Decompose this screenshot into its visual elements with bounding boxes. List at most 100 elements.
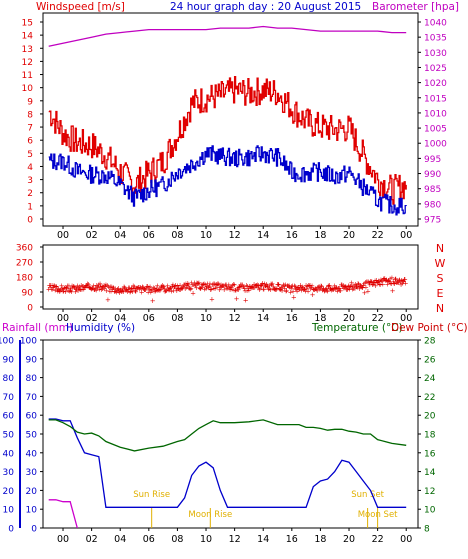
direction-point: + (372, 277, 378, 285)
direction-point: + (351, 285, 357, 293)
climate-x-tick-label: 14 (257, 534, 269, 545)
direction-point: + (309, 282, 315, 290)
direction-point: + (193, 282, 199, 290)
direction-point: + (194, 279, 200, 287)
wind-x-tick-label: 02 (86, 230, 98, 241)
direction-point: + (329, 285, 335, 293)
annotation-label: Sun Rise (133, 490, 170, 500)
direction-point: + (265, 286, 271, 294)
direction-point: + (216, 281, 222, 289)
direction-point: + (315, 283, 321, 291)
direction-point: + (99, 283, 105, 291)
direction-point: + (245, 284, 251, 292)
direction-point: + (321, 287, 327, 295)
direction-point: + (140, 284, 146, 292)
wind-x-tick-label: 06 (143, 230, 155, 241)
wind-x-tick-label: 08 (171, 230, 183, 241)
direction-point: + (364, 278, 370, 286)
direction-point: + (187, 284, 193, 292)
direction-point: + (108, 283, 114, 291)
direction-point: + (263, 282, 269, 290)
direction-point: + (196, 279, 202, 287)
direction-point: + (386, 278, 392, 286)
direction-point: + (78, 286, 84, 294)
direction-point: + (79, 286, 85, 294)
direction-point: + (184, 282, 190, 290)
direction-point: + (163, 287, 169, 295)
baro-y-tick-label: 975 (424, 216, 441, 226)
direction-point: + (316, 284, 322, 292)
direction-point: + (56, 286, 62, 294)
direction-point: + (232, 281, 238, 289)
direction-point: + (72, 288, 78, 296)
wind-y-tick-label: 5 (27, 150, 33, 160)
direction-point: + (114, 286, 120, 294)
direction-point: + (70, 282, 76, 290)
direction-point: + (163, 287, 169, 295)
direction-x-tick-label: 02 (86, 313, 98, 324)
baro-y-tick-label: 1030 (424, 49, 447, 59)
direction-point: + (364, 278, 370, 286)
direction-point: + (93, 286, 99, 294)
direction-point: + (350, 282, 356, 290)
direction-point: + (58, 285, 64, 293)
direction-point: + (399, 280, 405, 288)
temp-y-tick-label: 20 (424, 412, 436, 422)
direction-point: + (250, 284, 256, 292)
direction-point: + (110, 284, 116, 292)
direction-point: + (335, 285, 341, 293)
direction-point: + (310, 285, 316, 293)
direction-point: + (294, 287, 300, 295)
direction-point: + (71, 283, 77, 291)
direction-point: + (365, 288, 371, 296)
direction-point: + (303, 281, 309, 289)
direction-point: + (52, 282, 58, 290)
wind-y-tick-label: 10 (22, 84, 34, 94)
direction-point: + (69, 282, 75, 290)
direction-point: + (400, 277, 406, 285)
direction-point: + (295, 284, 301, 292)
humidity-line (48, 418, 407, 508)
direction-point: + (61, 287, 67, 295)
direction-point: + (111, 284, 117, 292)
direction-point: + (385, 278, 391, 286)
direction-x-tick-label: 22 (372, 313, 384, 324)
direction-point: + (286, 282, 292, 290)
direction-point: + (83, 282, 89, 290)
direction-point: + (126, 284, 132, 292)
direction-point: + (143, 284, 149, 292)
direction-point: + (172, 283, 178, 291)
direction-point: + (370, 281, 376, 289)
direction-point: + (217, 284, 223, 292)
wind-y-tick-label: 0 (27, 216, 33, 226)
direction-point: + (96, 281, 102, 289)
direction-point: + (366, 278, 372, 286)
temp-y-tick-label: 18 (424, 431, 436, 441)
direction-x-tick-label: 00 (400, 313, 412, 324)
direction-point: + (219, 282, 225, 290)
temp-y-tick-label: 24 (424, 374, 436, 384)
direction-point: + (130, 282, 136, 290)
wind-y-tick-label: 13 (22, 45, 33, 55)
direction-point: + (277, 286, 283, 294)
compass-letter: W (435, 257, 446, 270)
direction-point: + (342, 283, 348, 291)
direction-point: + (65, 287, 71, 295)
direction-point: + (383, 277, 389, 285)
direction-point: + (353, 283, 359, 291)
direction-point: + (117, 287, 123, 295)
humidity-label: Humidity (%) (66, 322, 135, 334)
direction-point: + (384, 281, 390, 289)
direction-point: + (271, 283, 277, 291)
direction-point: + (214, 284, 220, 292)
direction-point: + (252, 282, 258, 290)
direction-point: + (96, 285, 102, 293)
direction-point: + (334, 287, 340, 295)
direction-x-tick-label: 18 (314, 313, 326, 324)
humidity-y-tick-label: 0 (31, 525, 37, 535)
direction-point: + (317, 285, 323, 293)
climate-x-tick-label: 04 (114, 534, 126, 545)
direction-point: + (160, 282, 166, 290)
direction-point: + (195, 280, 201, 288)
direction-point: + (175, 285, 181, 293)
